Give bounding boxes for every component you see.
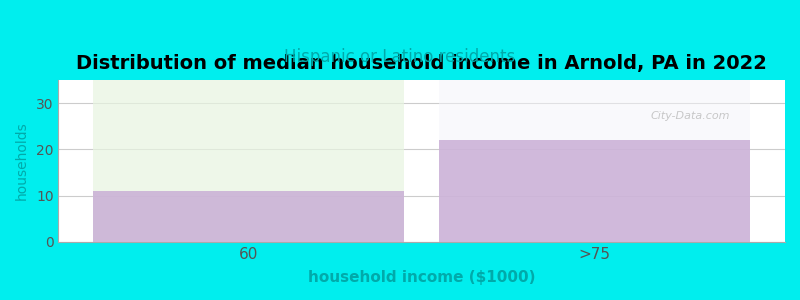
Y-axis label: households: households [15, 122, 29, 200]
Text: Hispanic or Latino residents: Hispanic or Latino residents [284, 48, 516, 66]
Bar [93, 80, 405, 242]
Text: City-Data.com: City-Data.com [650, 111, 730, 121]
Bar [93, 191, 405, 242]
Bar [439, 80, 750, 242]
X-axis label: household income ($1000): household income ($1000) [308, 270, 535, 285]
Title: Distribution of median household income in Arnold, PA in 2022: Distribution of median household income … [76, 54, 767, 73]
Bar [439, 140, 750, 242]
